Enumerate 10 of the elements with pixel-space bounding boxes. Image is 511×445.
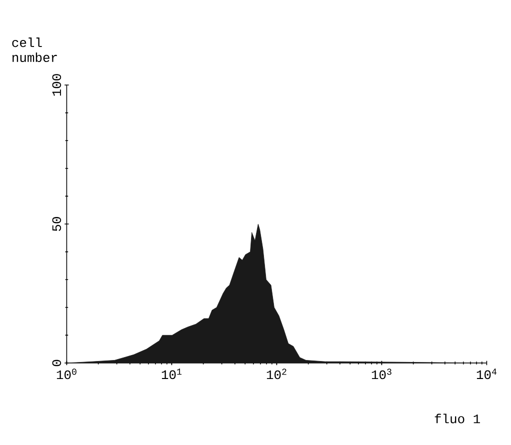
- x-axis-title: fluo 1: [434, 414, 480, 424]
- y-tick-label: 50: [52, 217, 62, 231]
- y-tick-label: 0: [52, 360, 62, 366]
- y-axis-title: cell number: [12, 38, 57, 62]
- x-tick-label: 10$^{3}$: [372, 368, 392, 380]
- x-tick-label: 10$^{4}$: [476, 368, 496, 380]
- x-tick-label: 10$^{1}$: [162, 368, 182, 380]
- y-tick-label: 100: [52, 74, 62, 96]
- x-tick-label: 10$^{2}$: [266, 368, 286, 380]
- x-tick-label: 10$^{0}$: [56, 368, 76, 380]
